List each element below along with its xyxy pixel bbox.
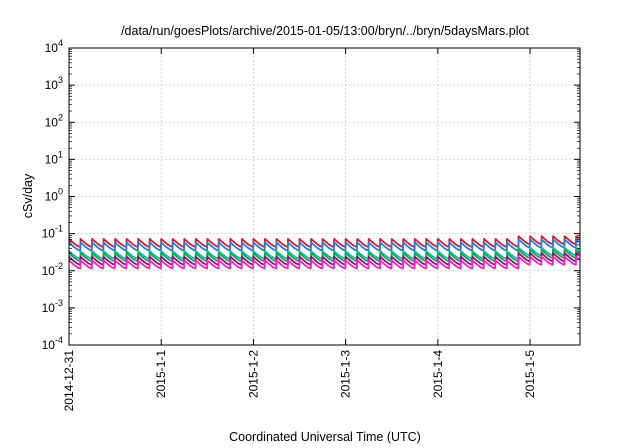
- x-tick-label: 2015-1-3: [339, 350, 353, 398]
- y-tick-exponent: -1: [55, 224, 63, 234]
- y-tick-base: 10: [45, 78, 59, 92]
- y-tick-base: 10: [42, 301, 56, 315]
- series-line: [68, 238, 580, 252]
- x-axis-label: Coordinated Universal Time (UTC): [229, 430, 421, 444]
- y-tick-label: 10-1: [42, 224, 63, 241]
- y-tick-label: 101: [45, 149, 63, 166]
- x-tick-label: 2015-1-4: [431, 350, 445, 398]
- y-tick-label: 104: [45, 38, 63, 55]
- x-tick-label: 2015-1-5: [523, 350, 537, 398]
- y-tick-exponent: -3: [55, 298, 63, 308]
- y-tick-label: 10-2: [42, 261, 63, 278]
- y-tick-label: 100: [45, 187, 63, 204]
- y-tick-exponent: 0: [58, 187, 63, 197]
- y-tick-label: 103: [45, 75, 63, 92]
- x-tick-label: 2014-12-31: [62, 350, 76, 412]
- y-tick-exponent: 4: [58, 38, 63, 48]
- x-tick-label: 2015-1-1: [154, 350, 168, 398]
- y-tick-label: 10-4: [42, 335, 63, 352]
- series-group: [68, 235, 580, 270]
- y-tick-base: 10: [45, 41, 59, 55]
- y-tick-base: 10: [45, 152, 59, 166]
- y-tick-exponent: -4: [55, 335, 63, 345]
- y-tick-exponent: 1: [58, 149, 63, 159]
- x-tick-label: 2015-1-2: [246, 350, 260, 398]
- y-tick-label: 102: [45, 112, 63, 129]
- y-axis-label: cSv/day: [21, 173, 35, 218]
- y-tick-base: 10: [42, 227, 56, 241]
- chart-title: /data/run/goesPlots/archive/2015-01-05/1…: [121, 24, 529, 38]
- y-tick-base: 10: [45, 115, 59, 129]
- series-line: [68, 255, 580, 270]
- y-tick-base: 10: [42, 264, 56, 278]
- x-axis-ticks: 2014-12-31 2015-1-1 2015-1-2 2015-1-3 2015-1…: [62, 48, 537, 411]
- series-line: [68, 235, 580, 248]
- y-tick-label: 10-3: [42, 298, 63, 315]
- y-tick-base: 10: [42, 338, 56, 352]
- grid: [69, 48, 580, 345]
- y-tick-exponent: -2: [55, 261, 63, 271]
- y-tick-exponent: 2: [58, 112, 63, 122]
- y-tick-base: 10: [45, 190, 59, 204]
- y-tick-exponent: 3: [58, 75, 63, 85]
